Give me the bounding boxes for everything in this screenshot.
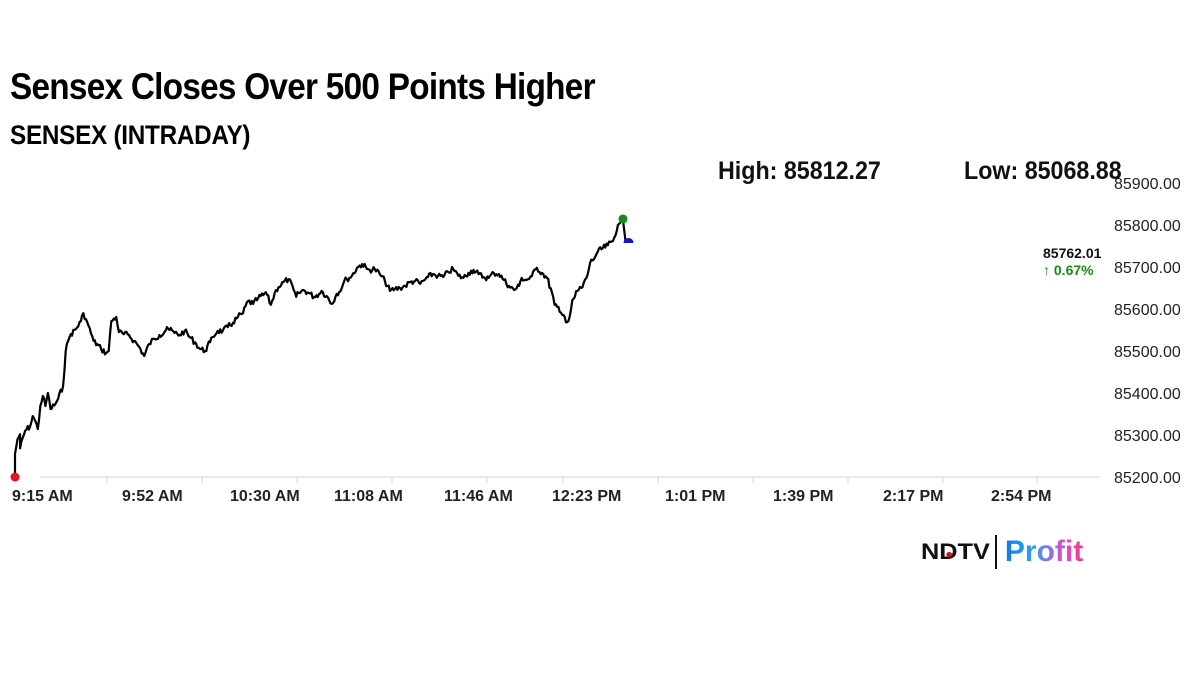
x-tick-label: 10:30 AM <box>230 488 300 505</box>
chart-title: Sensex Closes Over 500 Points Higher <box>10 66 596 107</box>
y-tick-label: 85200.00 <box>1114 470 1181 487</box>
profit-wordmark: Profit <box>1004 535 1084 568</box>
x-tick-label: 12:23 PM <box>552 488 621 505</box>
last-value-label-bg <box>1040 242 1106 280</box>
logo-divider <box>994 535 997 569</box>
logo-red-dot-icon <box>946 552 953 557</box>
x-tick-label: 2:17 PM <box>883 488 943 505</box>
x-tick-label: 1:01 PM <box>665 488 725 505</box>
day-low: Low: 85068.88 <box>964 157 1122 185</box>
ndtv-profit-logo: NDTV Profit <box>921 534 1083 570</box>
x-axis-ticks: 9:15 AM 9:52 AM 10:30 AM 11:08 AM 11:46 AM 12… <box>12 477 1051 505</box>
x-tick-label: 11:46 AM <box>444 488 513 505</box>
x-tick-label: 2:54 PM <box>991 488 1051 505</box>
x-tick-label: 11:08 AM <box>334 488 403 505</box>
y-tick-label: 85800.00 <box>1114 218 1181 235</box>
change-percent: ↑ 0.67% <box>1043 262 1094 278</box>
open-marker <box>10 472 20 482</box>
y-tick-label: 85600.00 <box>1114 302 1181 319</box>
y-tick-label: 85900.00 <box>1114 176 1181 193</box>
x-tick-label: 1:39 PM <box>773 488 833 505</box>
price-line <box>13 218 627 477</box>
y-tick-label: 85500.00 <box>1114 344 1181 361</box>
y-axis-ticks: 85900.00 85800.00 85700.00 85600.00 85500.00… <box>1114 176 1181 487</box>
day-high: High: 85812.27 <box>718 157 881 185</box>
y-tick-label: 85700.00 <box>1114 260 1181 277</box>
x-axis: 9:15 AM 9:52 AM 10:30 AM 11:08 AM 11:46 AM 12… <box>12 476 1100 505</box>
y-tick-label: 85400.00 <box>1114 386 1181 403</box>
y-tick-label: 85300.00 <box>1114 428 1181 445</box>
chart-subtitle: SENSEX (INTRADAY) <box>10 120 251 150</box>
x-tick-label: 9:52 AM <box>122 488 183 505</box>
ndtv-wordmark: NDTV <box>921 539 990 564</box>
high-marker <box>618 214 628 224</box>
x-tick-label: 9:15 AM <box>12 488 73 505</box>
last-value: 85762.01 <box>1043 245 1102 261</box>
last-price-marker <box>623 237 634 243</box>
